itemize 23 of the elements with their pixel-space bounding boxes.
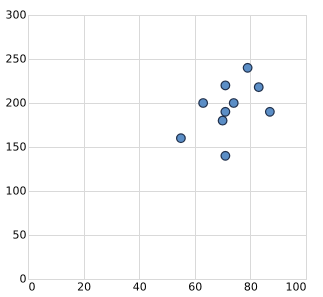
- point: [176, 133, 186, 144]
- point: [242, 62, 253, 73]
- point: [264, 106, 275, 117]
- y-tick-label: 0: [20, 272, 26, 286]
- point: [220, 106, 230, 117]
- point: [218, 116, 228, 126]
- point: [228, 98, 239, 108]
- y-tick-label: 100: [6, 184, 26, 198]
- point: [220, 150, 230, 161]
- point: [254, 82, 264, 92]
- x-tick-label: 60: [188, 280, 202, 294]
- y-tick-label: 250: [6, 52, 26, 66]
- point: [220, 80, 230, 90]
- y-tick-label: 50: [12, 228, 26, 242]
- x-tick-label: 100: [286, 280, 306, 294]
- point: [198, 98, 208, 108]
- y-tick-label: 150: [6, 140, 26, 154]
- y-tick-label: 200: [6, 96, 26, 110]
- x-tick-label: 40: [132, 280, 147, 294]
- x-tick-label: 0: [28, 280, 36, 294]
- x-tick-label: 20: [77, 280, 92, 294]
- x-tick-label: 80: [244, 280, 258, 294]
- y-tick-label: 300: [6, 8, 26, 22]
